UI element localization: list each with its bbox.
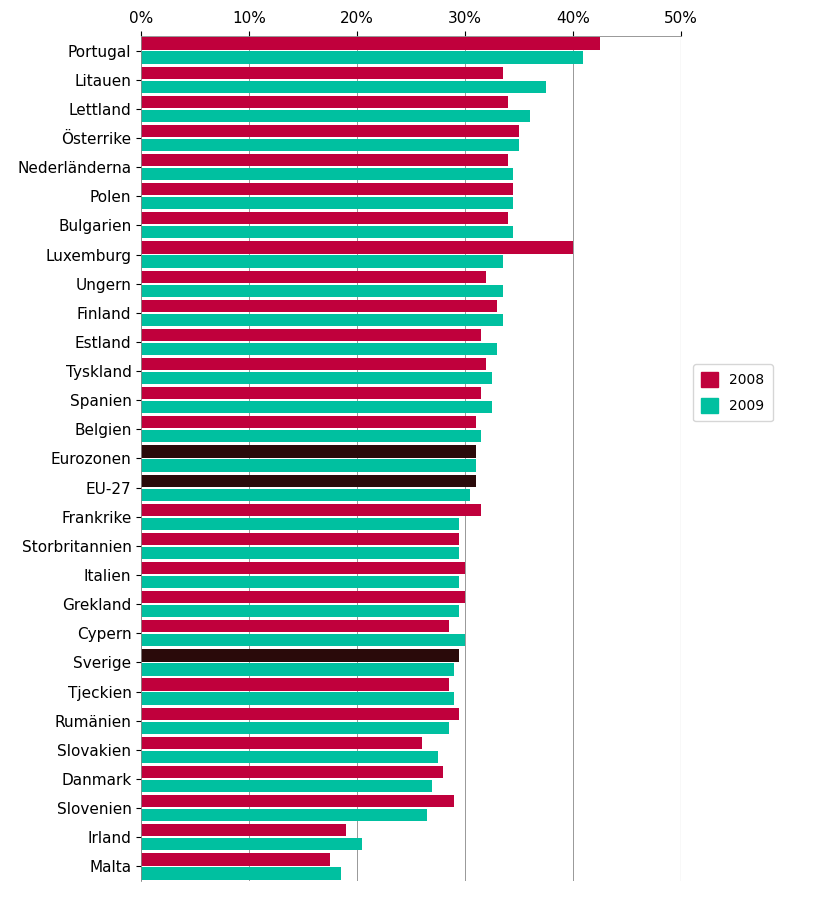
Bar bbox=[141, 547, 460, 559]
Bar bbox=[141, 533, 460, 545]
Bar bbox=[141, 154, 508, 166]
Bar bbox=[141, 868, 340, 879]
Bar bbox=[141, 183, 513, 195]
Bar bbox=[141, 67, 503, 79]
Bar bbox=[141, 110, 530, 122]
Bar bbox=[141, 751, 438, 763]
Bar bbox=[141, 401, 491, 414]
Bar bbox=[141, 475, 476, 486]
Bar bbox=[141, 212, 508, 225]
Bar bbox=[141, 722, 448, 734]
Bar bbox=[141, 853, 330, 866]
Bar bbox=[141, 503, 481, 516]
Bar bbox=[141, 488, 470, 501]
Bar bbox=[141, 518, 460, 530]
Bar bbox=[141, 634, 465, 646]
Bar bbox=[141, 649, 460, 662]
Bar bbox=[141, 620, 448, 633]
Bar bbox=[141, 809, 427, 822]
Bar bbox=[141, 459, 476, 472]
Bar bbox=[141, 343, 497, 355]
Bar bbox=[141, 168, 513, 180]
Bar bbox=[141, 663, 454, 675]
Bar bbox=[141, 605, 460, 618]
Bar bbox=[141, 81, 546, 93]
Bar bbox=[141, 562, 465, 574]
Bar bbox=[141, 138, 519, 151]
Bar bbox=[141, 824, 346, 836]
Bar bbox=[141, 125, 519, 137]
Bar bbox=[141, 284, 503, 297]
Bar bbox=[141, 416, 476, 429]
Bar bbox=[141, 227, 513, 238]
Bar bbox=[141, 372, 491, 384]
Bar bbox=[141, 299, 497, 312]
Bar bbox=[141, 431, 481, 442]
Bar bbox=[141, 445, 476, 458]
Bar bbox=[141, 766, 443, 779]
Bar bbox=[141, 737, 422, 749]
Bar bbox=[141, 271, 486, 283]
Bar bbox=[141, 780, 432, 792]
Legend: 2008, 2009: 2008, 2009 bbox=[693, 364, 773, 422]
Bar bbox=[141, 387, 481, 399]
Bar bbox=[141, 576, 460, 588]
Bar bbox=[141, 838, 363, 850]
Bar bbox=[141, 95, 508, 108]
Bar bbox=[141, 358, 486, 370]
Bar bbox=[141, 242, 573, 254]
Bar bbox=[141, 51, 583, 64]
Bar bbox=[141, 255, 503, 268]
Bar bbox=[141, 591, 465, 603]
Bar bbox=[141, 314, 503, 326]
Bar bbox=[141, 38, 599, 49]
Bar bbox=[141, 329, 481, 341]
Bar bbox=[141, 795, 454, 807]
Bar bbox=[141, 692, 454, 705]
Bar bbox=[141, 197, 513, 209]
Bar bbox=[141, 708, 460, 720]
Bar bbox=[141, 679, 448, 690]
